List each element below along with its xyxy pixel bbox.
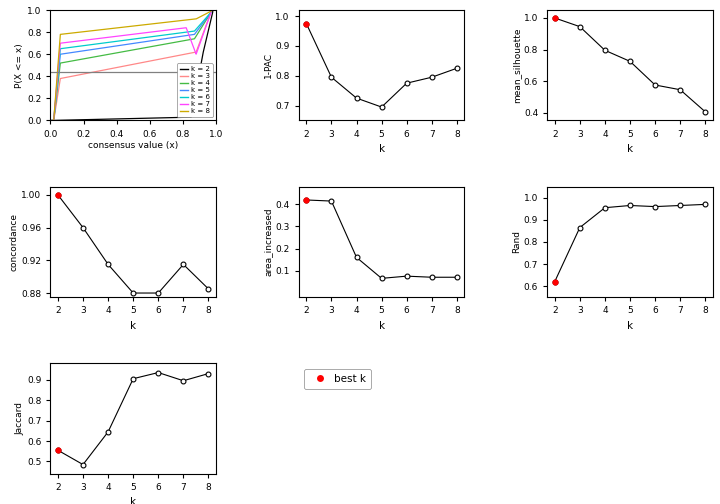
X-axis label: k: k [627, 321, 633, 331]
Y-axis label: P(X <= x): P(X <= x) [15, 43, 24, 88]
X-axis label: consensus value (x): consensus value (x) [88, 141, 179, 150]
X-axis label: k: k [130, 497, 136, 504]
X-axis label: k: k [379, 144, 384, 154]
Y-axis label: Jaccard: Jaccard [15, 402, 24, 435]
X-axis label: k: k [379, 321, 384, 331]
Y-axis label: area_increased: area_increased [264, 208, 273, 276]
Y-axis label: 1-PAC: 1-PAC [264, 52, 273, 78]
X-axis label: k: k [130, 321, 136, 331]
Legend: best k: best k [304, 368, 372, 389]
Legend: k = 2, k = 3, k = 4, k = 5, k = 6, k = 7, k = 8: k = 2, k = 3, k = 4, k = 5, k = 6, k = 7… [177, 63, 212, 117]
Y-axis label: mean_silhouette: mean_silhouette [512, 28, 521, 103]
Y-axis label: concordance: concordance [9, 213, 19, 271]
Y-axis label: Rand: Rand [512, 230, 521, 254]
X-axis label: k: k [627, 144, 633, 154]
